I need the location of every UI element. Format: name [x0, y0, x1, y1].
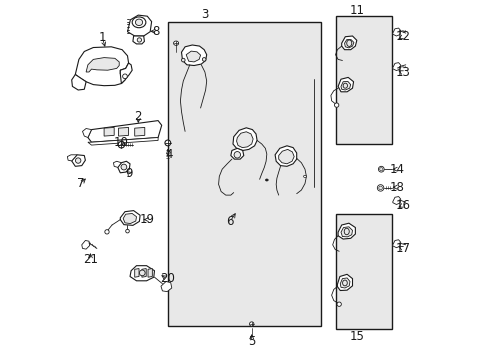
Text: 5: 5	[247, 335, 255, 348]
Polygon shape	[75, 47, 128, 86]
Text: 19: 19	[140, 213, 155, 226]
Polygon shape	[340, 81, 350, 90]
Polygon shape	[118, 127, 128, 136]
Ellipse shape	[343, 83, 347, 88]
Polygon shape	[392, 240, 400, 248]
Text: 1: 1	[99, 31, 106, 44]
Polygon shape	[148, 269, 152, 277]
Ellipse shape	[118, 141, 124, 148]
Polygon shape	[88, 138, 158, 145]
Text: 8: 8	[152, 25, 160, 38]
Polygon shape	[278, 149, 294, 164]
Polygon shape	[130, 266, 154, 281]
Polygon shape	[82, 129, 91, 138]
Polygon shape	[275, 146, 296, 166]
Polygon shape	[230, 148, 244, 159]
Polygon shape	[86, 58, 119, 72]
Bar	[336, 214, 391, 329]
Ellipse shape	[121, 164, 126, 170]
Polygon shape	[392, 197, 400, 204]
Polygon shape	[392, 28, 400, 36]
Ellipse shape	[342, 280, 346, 286]
Text: 10: 10	[114, 136, 128, 149]
Polygon shape	[133, 36, 144, 44]
Bar	[167, 22, 320, 326]
Ellipse shape	[132, 17, 145, 28]
Ellipse shape	[135, 19, 142, 26]
Polygon shape	[181, 45, 206, 66]
Text: 16: 16	[395, 199, 409, 212]
Ellipse shape	[336, 302, 341, 306]
Text: 4: 4	[165, 148, 172, 161]
Polygon shape	[337, 274, 352, 291]
Text: 18: 18	[389, 181, 404, 194]
Text: 2: 2	[134, 111, 142, 123]
Polygon shape	[67, 155, 77, 161]
Polygon shape	[118, 161, 130, 173]
Ellipse shape	[139, 270, 145, 276]
Ellipse shape	[334, 103, 338, 107]
Polygon shape	[72, 75, 86, 90]
Polygon shape	[337, 223, 355, 239]
Ellipse shape	[125, 229, 129, 233]
Text: 21: 21	[83, 253, 98, 266]
Polygon shape	[123, 213, 136, 224]
Ellipse shape	[346, 40, 351, 46]
Ellipse shape	[234, 152, 240, 158]
Polygon shape	[337, 77, 353, 92]
Polygon shape	[340, 227, 352, 237]
Ellipse shape	[173, 41, 178, 45]
Polygon shape	[88, 121, 162, 142]
Ellipse shape	[379, 167, 382, 171]
Text: 15: 15	[348, 330, 364, 343]
Polygon shape	[72, 155, 85, 166]
Polygon shape	[142, 269, 146, 277]
Polygon shape	[113, 161, 121, 167]
Ellipse shape	[378, 186, 382, 190]
Polygon shape	[104, 127, 114, 136]
Ellipse shape	[303, 175, 306, 177]
Ellipse shape	[104, 230, 109, 234]
Polygon shape	[134, 269, 139, 277]
Text: 20: 20	[160, 273, 174, 285]
Ellipse shape	[344, 228, 348, 235]
Polygon shape	[232, 128, 257, 150]
Polygon shape	[134, 127, 144, 136]
Text: 7: 7	[77, 177, 84, 190]
Polygon shape	[127, 15, 151, 36]
Ellipse shape	[249, 322, 253, 326]
Ellipse shape	[378, 166, 384, 172]
Text: 6: 6	[226, 215, 233, 228]
Text: 3: 3	[201, 8, 208, 21]
Ellipse shape	[164, 140, 170, 146]
Ellipse shape	[75, 158, 81, 163]
Text: 14: 14	[389, 163, 404, 176]
Polygon shape	[186, 51, 200, 62]
Text: 9: 9	[125, 167, 133, 180]
Bar	[336, 16, 391, 144]
Polygon shape	[341, 36, 356, 50]
Ellipse shape	[377, 185, 383, 191]
Text: 17: 17	[395, 242, 409, 255]
Text: 11: 11	[348, 4, 364, 17]
Polygon shape	[344, 40, 353, 48]
Ellipse shape	[122, 74, 127, 78]
Ellipse shape	[202, 58, 205, 61]
Polygon shape	[81, 240, 89, 249]
Polygon shape	[161, 282, 171, 292]
Ellipse shape	[265, 179, 268, 181]
Ellipse shape	[181, 58, 185, 62]
Polygon shape	[120, 211, 140, 225]
Text: 12: 12	[395, 30, 409, 43]
Polygon shape	[340, 278, 349, 288]
Ellipse shape	[137, 38, 141, 42]
Polygon shape	[236, 132, 253, 148]
Polygon shape	[392, 63, 400, 71]
Text: 13: 13	[395, 66, 409, 79]
Polygon shape	[120, 63, 132, 84]
